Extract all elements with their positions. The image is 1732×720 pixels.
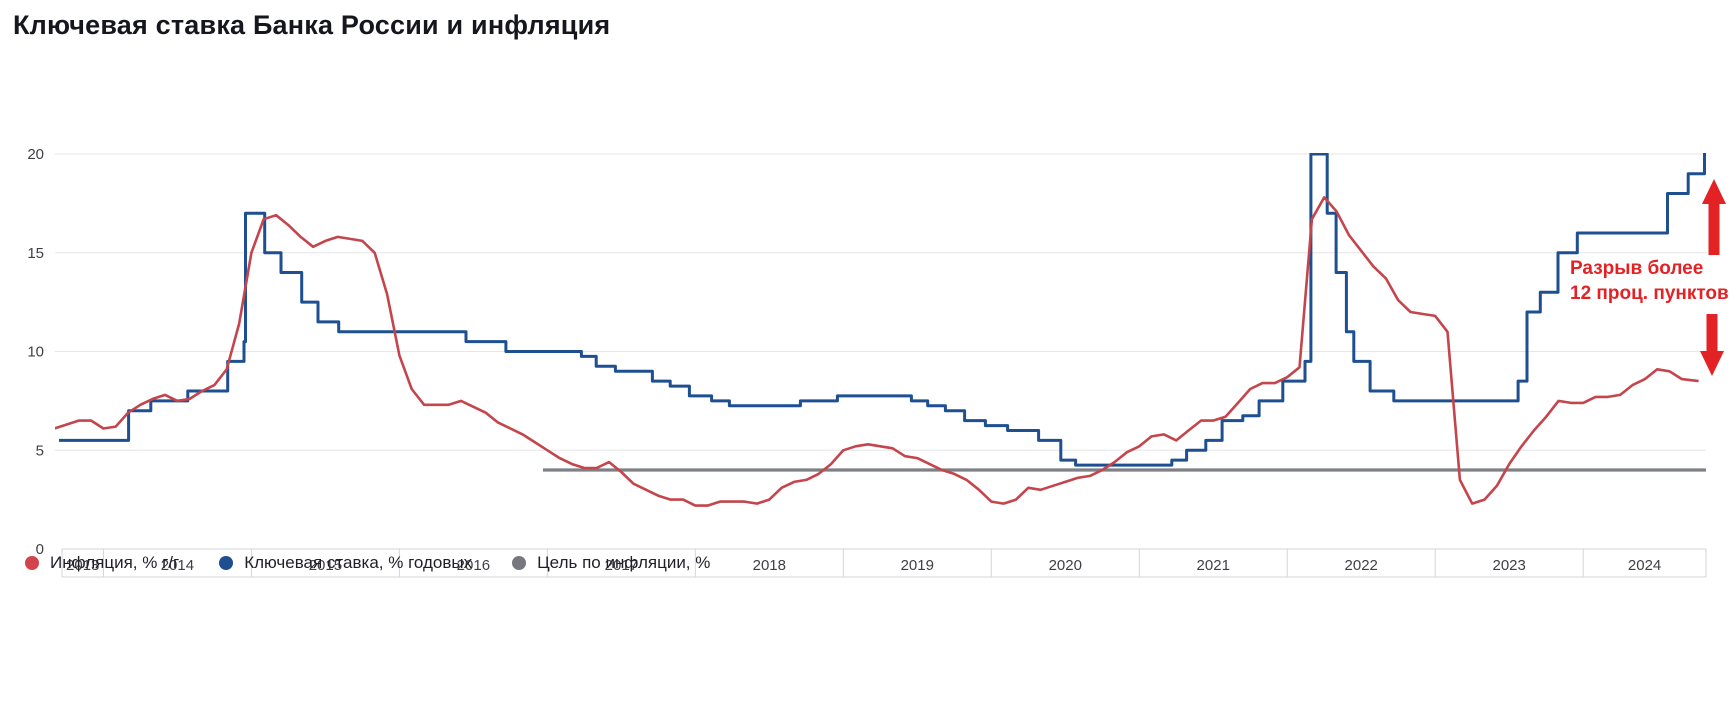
x-year-label-2023: 2023: [1493, 557, 1526, 574]
key-rate-dot-icon: [219, 556, 234, 570]
legend-label-target: Цель по инфляции, %: [537, 553, 711, 572]
gap-annotation: Разрыв более 12 проц. пунктов: [1570, 179, 1729, 376]
y-tick-0: 0: [36, 541, 44, 558]
x-axis-year-strip: 2013 2014 2015 2016 2017 2018 2019 2020 2021 2022…: [61, 548, 1707, 578]
gridlines: [55, 153, 1706, 451]
x-year-label-2020: 2020: [1049, 557, 1082, 574]
legend-label-inflation: Инфляция, % г/г: [50, 553, 180, 572]
x-year-label-2024: 2024: [1628, 557, 1661, 574]
y-tick-10: 10: [27, 344, 44, 361]
y-tick-20: 20: [27, 146, 44, 163]
x-year-label-2013: 2013: [66, 557, 99, 574]
inflation-line: [55, 196, 1699, 507]
key-rate-line: [59, 153, 1706, 467]
chart-title: Ключевая ставка Банка России и инфляция: [13, 10, 611, 40]
legend-item-target: Цель по инфляции, %: [512, 553, 710, 573]
annotation-line-1: Разрыв более: [1570, 258, 1703, 279]
chart-area: 0 5 10 15 20 2013 2014 2015 2016 2017 2018 2019 202…: [0, 58, 1732, 598]
series-layer: [55, 153, 1706, 507]
arrow-up-icon: [1702, 179, 1726, 255]
inflation-dot-icon: [25, 556, 39, 570]
x-year-label-2022: 2022: [1345, 557, 1378, 574]
chart-canvas: 0 5 10 15 20 2013 2014 2015 2016 2017 2018 2019 202…: [27, 146, 1729, 578]
target-dot-icon: [512, 556, 527, 570]
y-tick-15: 15: [27, 245, 44, 262]
legend-item-key-rate: Ключевая ставка, % годовых: [219, 553, 472, 573]
x-year-label-2021: 2021: [1197, 557, 1230, 574]
y-axis-labels: 0 5 10 15 20: [27, 146, 44, 558]
y-tick-5: 5: [36, 442, 44, 459]
x-year-label-2019: 2019: [901, 557, 934, 574]
x-year-label-2014: 2014: [161, 557, 194, 574]
x-year-label-2016: 2016: [457, 557, 490, 574]
arrow-down-icon: [1700, 314, 1724, 376]
annotation-line-2: 12 проц. пунктов: [1570, 283, 1729, 304]
legend: Инфляция, % г/г Ключевая ставка, % годов…: [25, 553, 710, 573]
legend-item-inflation: Инфляция, % г/г: [25, 553, 179, 573]
x-year-label-2018: 2018: [753, 557, 786, 574]
x-year-label-2017: 2017: [605, 557, 638, 574]
x-year-label-2015: 2015: [309, 557, 342, 574]
legend-label-key-rate: Ключевая ставка, % годовых: [244, 553, 473, 572]
